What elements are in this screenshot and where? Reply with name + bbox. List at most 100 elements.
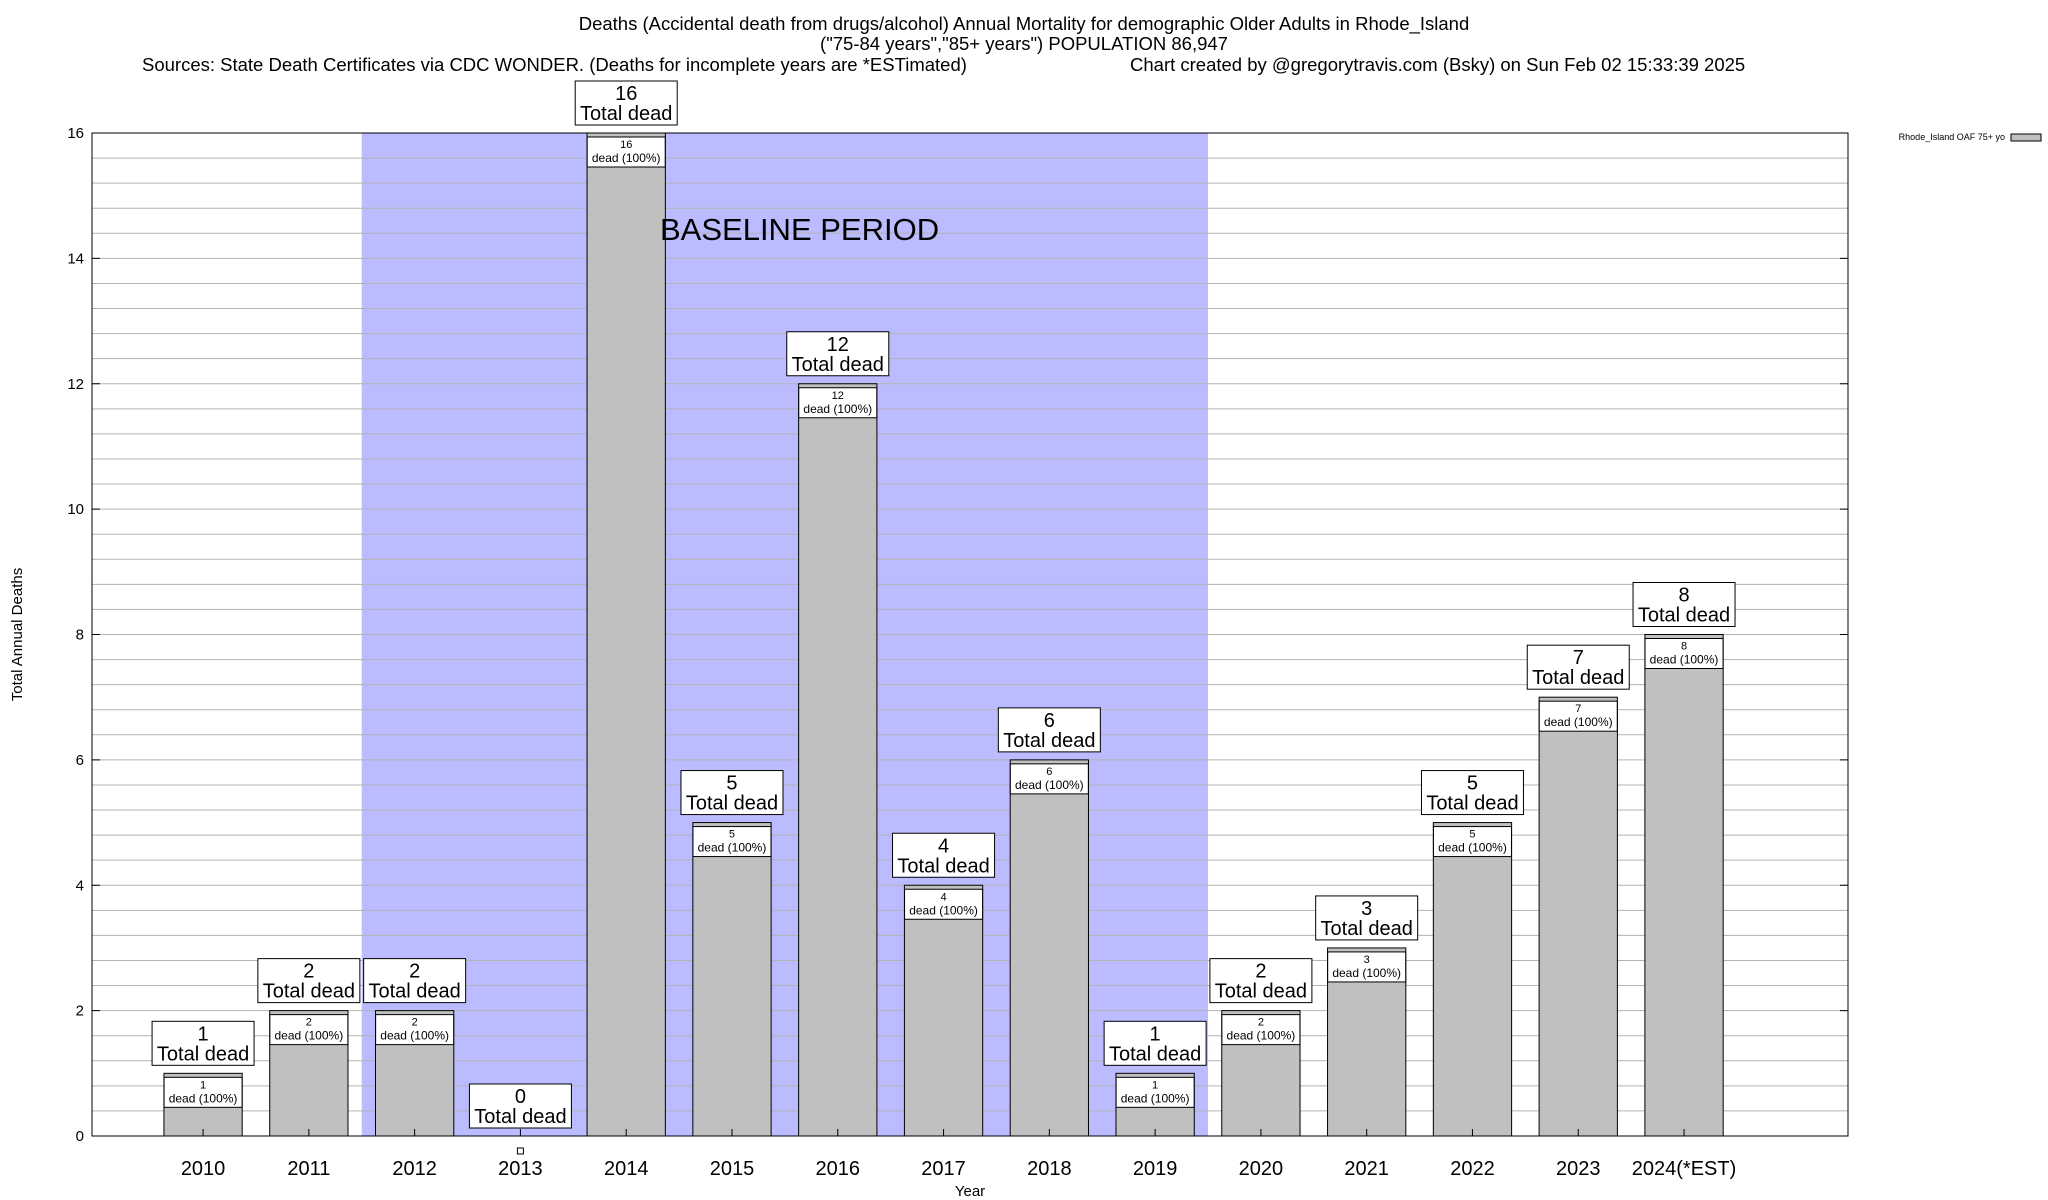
bar-total-label: Total dead <box>580 103 672 125</box>
bar-total-label-box <box>997 707 1101 753</box>
bar-total-label: Total dead <box>686 793 778 815</box>
bar-total-label-box <box>1526 644 1630 690</box>
bar <box>798 383 878 1137</box>
bar-total-value: 16 <box>615 83 637 105</box>
bar-total-label: Total dead <box>1426 793 1518 815</box>
y-tick-label: 2 <box>76 1003 84 1020</box>
bar-total-value: 1 <box>198 1023 209 1045</box>
bar-inner-label-box <box>269 1014 349 1046</box>
bar-inner-label: dead (100%) <box>1121 1091 1190 1105</box>
x-tick-label: 2015 <box>710 1158 755 1180</box>
bar-inner-label: dead (100%) <box>1650 653 1719 667</box>
x-axis-title: Year <box>955 1183 985 1200</box>
bar-total-value: 12 <box>827 334 849 356</box>
bar-total-label-box <box>151 1020 255 1066</box>
bar-total-label-box <box>680 770 784 816</box>
bar-inner-label: dead (100%) <box>380 1029 449 1043</box>
bar-inner-label-box <box>1221 1014 1301 1046</box>
bar-inner-label-box <box>1009 763 1089 795</box>
bar-total-label: Total dead <box>1321 918 1413 940</box>
bar-inner-value: 3 <box>1364 954 1370 966</box>
bar-total-label-box <box>1315 895 1419 941</box>
bar-inner-label: dead (100%) <box>803 402 872 416</box>
bar-total-label-box <box>574 80 678 126</box>
bar-inner-label: dead (100%) <box>1332 966 1401 980</box>
y-tick-label: 6 <box>76 752 84 769</box>
bar-total-label: Total dead <box>263 981 355 1003</box>
x-tick-label: 2018 <box>1027 1158 1072 1180</box>
bar-total-label-box <box>1420 770 1524 816</box>
bar-total-value: 7 <box>1573 647 1584 669</box>
bar-inner-label: dead (100%) <box>1015 778 1084 792</box>
bar-inner-label: dead (100%) <box>169 1091 238 1105</box>
y-tick-label: 4 <box>76 877 84 894</box>
bar-total-value: 0 <box>515 1086 526 1108</box>
bar-total-label: Total dead <box>792 354 884 376</box>
bar-inner-value: 4 <box>940 891 946 903</box>
y-tick-label: 10 <box>67 501 84 518</box>
x-tick-label: 2022 <box>1450 1158 1495 1180</box>
bar-total-value: 4 <box>938 835 949 857</box>
bar-inner-value: 1 <box>1152 1079 1158 1091</box>
bar-total-label: Total dead <box>1215 981 1307 1003</box>
bar-total-value: 5 <box>1467 773 1478 795</box>
x-tick-label: 2010 <box>181 1158 226 1180</box>
bar-inner-label: dead (100%) <box>1438 841 1507 855</box>
bar-total-label-box <box>892 832 996 878</box>
chart-credit: Chart created by @gregorytravis.com (Bsk… <box>1130 54 1746 75</box>
bar-total-label: Total dead <box>1109 1043 1201 1065</box>
bar-total-value: 2 <box>409 961 420 983</box>
bar-inner-value: 6 <box>1046 766 1052 778</box>
bar-inner-label-box <box>1538 700 1618 732</box>
x-tick-label: 2019 <box>1133 1158 1178 1180</box>
bar-inner-label-box <box>692 826 772 858</box>
bar-inner-label: dead (100%) <box>274 1029 343 1043</box>
bar-inner-label-box <box>1432 826 1512 858</box>
bar-total-label-box <box>363 958 467 1004</box>
bar <box>692 822 772 1137</box>
bar-inner-value: 2 <box>1258 1017 1264 1029</box>
bar-total-label: Total dead <box>1638 605 1730 627</box>
x-tick-label: 2014 <box>604 1158 649 1180</box>
bar-inner-label-box <box>586 136 666 168</box>
x-tick-label: 2013 <box>498 1158 543 1180</box>
y-tick-label: 12 <box>67 376 84 393</box>
bar-inner-value: 2 <box>412 1017 418 1029</box>
x-tick-label: 2017 <box>921 1158 966 1180</box>
source-note: Sources: State Death Certificates via CD… <box>142 54 967 75</box>
bar-total-value: 8 <box>1678 585 1689 607</box>
bar <box>903 884 984 1137</box>
bar-inner-value: 12 <box>832 390 844 402</box>
bar-inner-value: 1 <box>200 1079 206 1091</box>
bar-total-label: Total dead <box>897 855 989 877</box>
x-tick-label: 2023 <box>1556 1158 1601 1180</box>
bar-total-value: 5 <box>726 773 737 795</box>
bar-total-value: 1 <box>1150 1023 1161 1045</box>
bar-inner-value: 16 <box>620 139 632 151</box>
bar-total-value: 3 <box>1361 898 1372 920</box>
bar-inner-label: dead (100%) <box>1227 1029 1296 1043</box>
x-tick-label: 2024(*EST) <box>1632 1158 1737 1180</box>
bar-inner-label-box <box>1644 638 1724 669</box>
bar-total-label-box <box>257 958 361 1004</box>
legend-swatch <box>2010 133 2042 142</box>
bar-total-label: Total dead <box>474 1106 566 1128</box>
bar <box>1009 759 1089 1137</box>
x-tick-label: 2012 <box>392 1158 437 1180</box>
bar-inner-label: dead (100%) <box>1544 715 1613 729</box>
x-tick-label: 2011 <box>287 1158 330 1180</box>
bar-total-label-box <box>786 331 890 377</box>
bar <box>1644 634 1724 1137</box>
bar <box>586 132 666 1137</box>
bar-inner-value: 5 <box>1469 829 1475 841</box>
bar-total-label-box <box>468 1083 572 1129</box>
bar-total-label-box <box>1632 582 1736 627</box>
bar-inner-label: dead (100%) <box>909 903 978 917</box>
bar-inner-value: 7 <box>1575 703 1581 715</box>
bar-total-value: 2 <box>303 961 314 983</box>
bar-inner-label-box <box>163 1076 243 1108</box>
bar-inner-label: dead (100%) <box>592 151 661 165</box>
y-tick-label: 8 <box>76 627 84 644</box>
